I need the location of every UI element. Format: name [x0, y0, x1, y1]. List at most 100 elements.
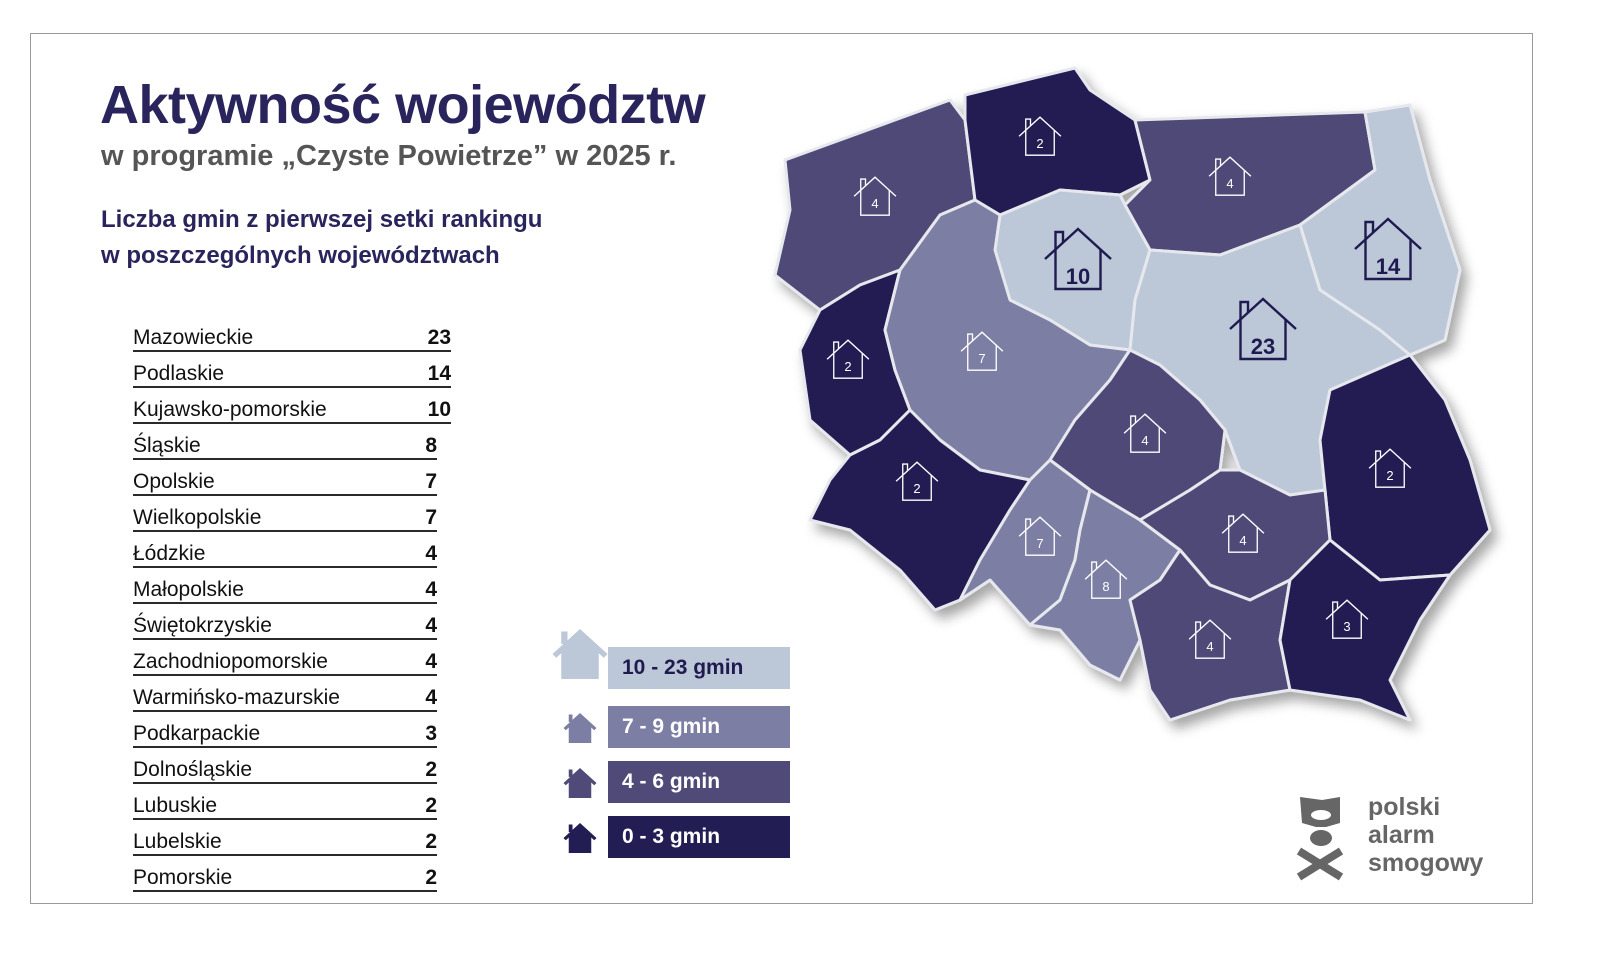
- gmina-count: 4: [425, 542, 437, 565]
- region-count: 7: [978, 351, 985, 366]
- ranking-row: Mazowieckie 23: [133, 318, 451, 352]
- page-subtitle: w programie „Czyste Powietrze” w 2025 r.: [101, 140, 677, 172]
- legend-label: 4 - 6 gmin: [608, 761, 790, 803]
- voivodeship-name: Mazowieckie: [133, 326, 254, 349]
- region-count: 4: [1239, 533, 1246, 548]
- gmina-count: 2: [425, 830, 437, 853]
- logo-line-1: polski: [1368, 793, 1441, 821]
- gmina-count: 2: [425, 866, 437, 889]
- house-icon: 10: [1044, 227, 1112, 291]
- voivodeship-name: Pomorskie: [133, 866, 233, 889]
- legend-label: 0 - 3 gmin: [608, 816, 790, 858]
- gmina-count: 4: [425, 614, 437, 637]
- ranking-row: Lubuskie 2: [133, 786, 437, 820]
- region-count: 23: [1251, 334, 1275, 359]
- ranking-row: Łódzkie 4: [133, 534, 437, 568]
- legend-item: 4 - 6 gmin: [550, 760, 790, 804]
- voivodeship-name: Świętokrzyskie: [133, 614, 272, 637]
- ranking-row: Podlaskie 14: [133, 354, 451, 388]
- logo-line-3: smogowy: [1368, 849, 1484, 877]
- region-malopolskie: [1128, 548, 1292, 722]
- house-icon: [563, 768, 597, 798]
- house-icon: 4: [1221, 513, 1265, 553]
- house-icon: 2: [826, 339, 870, 379]
- voivodeship-name: Łódzkie: [133, 542, 206, 565]
- gmina-count: 4: [425, 650, 437, 673]
- legend-item: 0 - 3 gmin: [550, 815, 790, 859]
- region-count: 14: [1376, 254, 1401, 279]
- gmina-count: 8: [425, 434, 437, 457]
- house-icon: 14: [1354, 217, 1422, 281]
- logo-line-2: alarm: [1368, 821, 1435, 849]
- voivodeship-name: Podkarpackie: [133, 722, 261, 745]
- polski-alarm-smogowy-logo-icon: [1296, 797, 1344, 881]
- house-icon: 23: [1229, 297, 1297, 361]
- voivodeship-name: Warmińsko-mazurskie: [133, 686, 340, 709]
- gmina-count: 3: [425, 722, 437, 745]
- region-lubelskie: [1318, 353, 1492, 582]
- region-count: 7: [1036, 536, 1043, 551]
- legend-item: 7 - 9 gmin: [550, 705, 790, 749]
- house-icon: 2: [1368, 448, 1412, 488]
- house-icon: 4: [1123, 413, 1167, 453]
- region-count: 3: [1343, 619, 1350, 634]
- house-icon: [563, 713, 597, 743]
- ranking-row: Lubelskie 2: [133, 822, 437, 856]
- logo-text: polski alarm smogowy: [1368, 793, 1483, 877]
- region-count: 8: [1102, 579, 1109, 594]
- ranking-description: Liczba gmin z pierwszej setki rankingu w…: [101, 202, 542, 274]
- page-title: Aktywność województw: [100, 75, 706, 135]
- gmina-count: 23: [427, 326, 451, 349]
- region-count: 2: [1386, 468, 1393, 483]
- region-count: 2: [913, 481, 920, 496]
- gmina-count: 2: [425, 758, 437, 781]
- description-line-2: w poszczególnych województwach: [101, 242, 500, 269]
- gmina-count: 4: [425, 578, 437, 601]
- region-count: 4: [1206, 639, 1213, 654]
- voivodeship-name: Kujawsko-pomorskie: [133, 398, 327, 421]
- ranking-row: Warmińsko-mazurskie 4: [133, 678, 437, 712]
- ranking-row: Opolskie 7: [133, 462, 437, 496]
- house-icon: 4: [1188, 619, 1232, 659]
- legend-label: 10 - 23 gmin: [608, 647, 790, 689]
- house-icon: 7: [1018, 516, 1062, 556]
- infographic-frame: [30, 33, 1533, 904]
- region-count: 4: [1141, 433, 1148, 448]
- legend-item: 10 - 23 gmin: [550, 629, 790, 689]
- house-icon: 2: [1018, 116, 1062, 156]
- voivodeship-name: Lubelskie: [133, 830, 222, 853]
- gmina-count: 14: [427, 362, 451, 385]
- region-count: 2: [844, 359, 851, 374]
- house-icon: 8: [1084, 559, 1128, 599]
- house-icon: 3: [1325, 599, 1369, 639]
- ranking-row: Małopolskie 4: [133, 570, 437, 604]
- gmina-count: 2: [425, 794, 437, 817]
- gmina-count: 7: [425, 506, 437, 529]
- ranking-row: Dolnośląskie 2: [133, 750, 437, 784]
- voivodeship-name: Zachodniopomorskie: [133, 650, 328, 673]
- house-icon: 7: [960, 331, 1004, 371]
- region-podkarpackie: [1278, 538, 1452, 722]
- house-icon: [552, 629, 608, 679]
- region-count: 4: [1226, 176, 1233, 191]
- ranking-row: Zachodniopomorskie 4: [133, 642, 437, 676]
- ranking-row: Śląskie 8: [133, 426, 437, 460]
- ranking-row: Podkarpackie 3: [133, 714, 437, 748]
- voivodeship-name: Śląskie: [133, 434, 201, 457]
- region-count: 2: [1036, 136, 1043, 151]
- voivodeship-name: Opolskie: [133, 470, 215, 493]
- ranking-row: Świętokrzyskie 4: [133, 606, 437, 640]
- ranking-row: Kujawsko-pomorskie 10: [133, 390, 451, 424]
- gmina-count: 10: [427, 398, 451, 421]
- voivodeship-name: Lubuskie: [133, 794, 218, 817]
- voivodeship-name: Podlaskie: [133, 362, 225, 385]
- voivodeship-name: Dolnośląskie: [133, 758, 253, 781]
- legend-label: 7 - 9 gmin: [608, 706, 790, 748]
- ranking-row: Pomorskie 2: [133, 858, 437, 892]
- voivodeship-name: Wielkopolskie: [133, 506, 262, 529]
- house-icon: 4: [853, 176, 897, 216]
- house-icon: 2: [895, 461, 939, 501]
- gmina-count: 7: [425, 470, 437, 493]
- description-line-1: Liczba gmin z pierwszej setki rankingu: [101, 206, 543, 233]
- ranking-row: Wielkopolskie 7: [133, 498, 437, 532]
